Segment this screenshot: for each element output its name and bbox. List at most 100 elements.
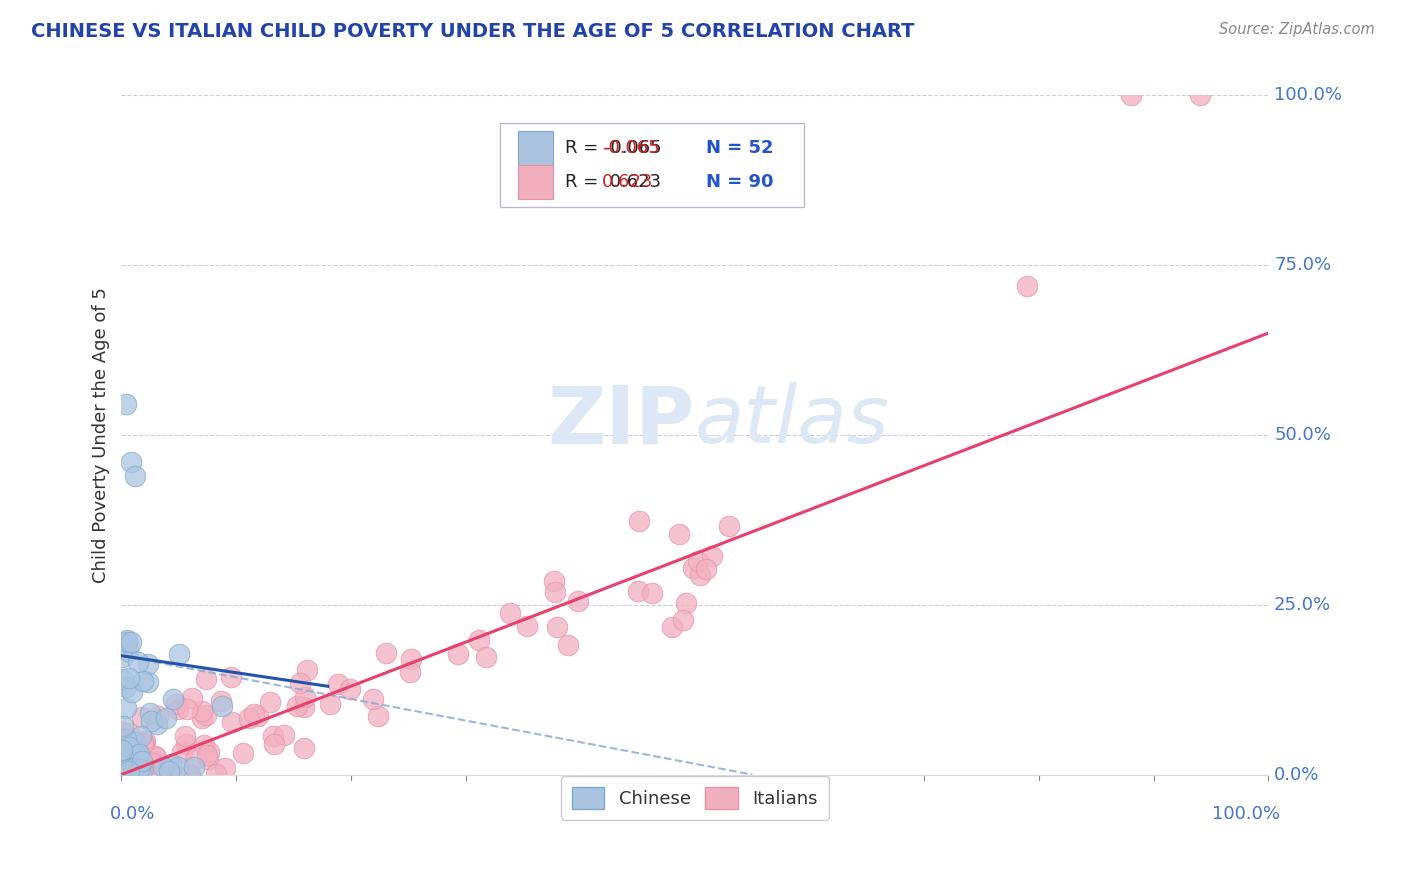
Text: 0.623: 0.623 [602,173,654,191]
Point [689,567,711,582]
Point [159,756,181,771]
Text: 25.0%: 25.0% [1274,596,1331,614]
Point [117,644,139,658]
Point [111,758,134,772]
Point [143,749,166,764]
Point [516,619,538,633]
Point [326,677,349,691]
Text: 100.0%: 100.0% [1274,87,1343,104]
Point [132,736,155,750]
Point [1119,88,1142,103]
Point [124,759,146,773]
Point [111,743,134,757]
Point [567,594,589,608]
Point [292,700,315,714]
Point [398,665,420,680]
Point [197,747,219,762]
Point [238,711,260,725]
Point [124,767,146,781]
Point [124,468,146,483]
Point [186,751,208,765]
Point [115,752,138,766]
Point [120,761,142,775]
Point [401,652,423,666]
Point [375,646,398,660]
Point [120,455,142,469]
Point [259,695,281,709]
Point [232,746,254,760]
Point [675,596,697,610]
Point [131,754,153,768]
Point [339,682,361,697]
Text: 100.0%: 100.0% [1212,805,1279,823]
Point [165,698,187,712]
Point [111,650,134,665]
Point [246,709,269,723]
FancyBboxPatch shape [519,131,553,165]
Point [128,763,150,777]
Point [219,670,242,684]
Point [682,560,704,574]
Point [295,664,318,678]
Point [118,767,141,781]
Point [128,747,150,761]
Point [211,699,233,714]
Point [136,674,159,689]
Legend: Chinese, Italians: Chinese, Italians [561,776,828,820]
Point [145,750,167,764]
Y-axis label: Child Poverty Under the Age of 5: Child Poverty Under the Age of 5 [93,287,110,582]
Point [115,397,138,411]
Point [145,717,167,731]
Point [136,657,159,672]
Point [127,748,149,763]
Point [221,715,243,730]
Point [546,620,568,634]
Point [718,518,741,533]
Point [197,752,219,766]
Point [475,650,498,665]
Point [110,748,132,763]
Point [174,729,197,743]
Point [176,701,198,715]
Point [179,767,201,781]
Point [120,635,142,649]
Point [193,739,215,753]
Point [112,672,135,686]
Point [190,704,212,718]
Point [150,767,173,781]
Point [641,586,664,600]
Point [129,767,152,781]
Point [118,767,141,781]
Point [115,700,138,714]
Point [243,706,266,721]
Point [118,740,141,755]
Point [134,734,156,748]
Point [672,613,695,627]
Point [1188,88,1211,103]
Text: N = 90: N = 90 [706,173,773,191]
Point [117,767,139,781]
Point [668,526,690,541]
Text: atlas: atlas [695,383,890,460]
Point [262,729,284,743]
Text: 0.0%: 0.0% [110,805,155,823]
Point [702,549,724,563]
Point [111,765,134,780]
Point [129,729,152,743]
Point [118,671,141,685]
Point [191,711,214,725]
Point [183,760,205,774]
Point [209,694,232,708]
Point [142,756,165,770]
Point [115,732,138,747]
Point [695,562,717,576]
Point [132,767,155,781]
Point [468,632,491,647]
Point [131,710,153,724]
Point [177,767,200,781]
Point [367,708,389,723]
Point [115,680,138,694]
Text: 50.0%: 50.0% [1274,426,1331,444]
Point [292,741,315,756]
Point [499,606,522,620]
